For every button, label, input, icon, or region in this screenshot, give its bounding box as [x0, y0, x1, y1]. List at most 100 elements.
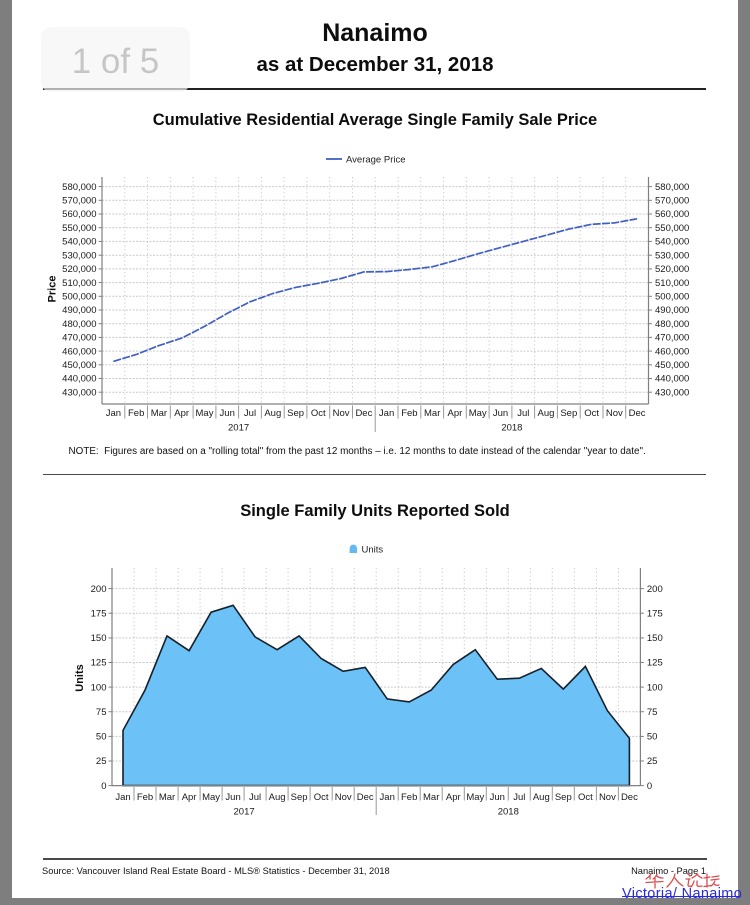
svg-text:May: May [202, 792, 220, 803]
svg-text:Oct: Oct [584, 408, 599, 419]
svg-text:Sep: Sep [555, 792, 572, 803]
svg-text:450,000: 450,000 [655, 360, 689, 371]
svg-text:480,000: 480,000 [655, 319, 689, 330]
svg-text:175: 175 [91, 608, 107, 619]
svg-text:Dec: Dec [629, 408, 646, 419]
svg-text:540,000: 540,000 [62, 237, 96, 248]
svg-text:Feb: Feb [128, 408, 144, 419]
svg-text:Jul: Jul [513, 792, 525, 803]
svg-text:25: 25 [96, 756, 107, 767]
svg-text:Oct: Oct [314, 792, 329, 803]
svg-text:460,000: 460,000 [62, 346, 96, 357]
svg-text:440,000: 440,000 [655, 374, 689, 385]
svg-text:440,000: 440,000 [62, 374, 96, 385]
svg-text:Oct: Oct [311, 408, 326, 419]
svg-text:580,000: 580,000 [62, 182, 96, 193]
svg-text:Dec: Dec [355, 408, 372, 419]
svg-text:Units: Units [74, 664, 86, 692]
svg-text:0: 0 [647, 781, 652, 792]
svg-text:Nov: Nov [606, 408, 623, 419]
svg-text:430,000: 430,000 [62, 387, 96, 398]
svg-text:Jun: Jun [225, 792, 240, 803]
svg-text:200: 200 [647, 584, 663, 595]
svg-text:Jun: Jun [490, 792, 505, 803]
svg-text:200: 200 [91, 584, 107, 595]
svg-text:540,000: 540,000 [655, 237, 689, 248]
svg-text:50: 50 [96, 732, 107, 743]
svg-text:Feb: Feb [401, 408, 417, 419]
svg-text:Price: Price [47, 276, 59, 303]
svg-text:560,000: 560,000 [655, 209, 689, 220]
svg-text:50: 50 [647, 732, 658, 743]
svg-text:Jun: Jun [220, 408, 235, 419]
svg-text:Dec: Dec [357, 792, 374, 803]
svg-text:May: May [196, 408, 214, 419]
svg-text:560,000: 560,000 [62, 209, 96, 220]
svg-text:570,000: 570,000 [62, 196, 96, 207]
svg-text:75: 75 [96, 707, 107, 718]
svg-text:Jul: Jul [244, 408, 256, 419]
svg-text:Sep: Sep [291, 792, 308, 803]
svg-text:520,000: 520,000 [655, 264, 689, 275]
svg-text:430,000: 430,000 [655, 387, 689, 398]
svg-text:Sep: Sep [560, 408, 577, 419]
svg-text:100: 100 [91, 682, 107, 693]
svg-text:Nov: Nov [333, 408, 350, 419]
svg-text:Jan: Jan [380, 792, 395, 803]
svg-text:150: 150 [91, 633, 107, 644]
svg-text:150: 150 [647, 633, 663, 644]
svg-text:25: 25 [647, 756, 658, 767]
svg-text:570,000: 570,000 [655, 196, 689, 207]
svg-text:0: 0 [101, 781, 106, 792]
svg-text:450,000: 450,000 [62, 360, 96, 371]
svg-text:Aug: Aug [264, 408, 281, 419]
svg-text:470,000: 470,000 [62, 333, 96, 344]
svg-text:550,000: 550,000 [62, 223, 96, 234]
svg-text:Units: Units [362, 545, 384, 556]
svg-text:550,000: 550,000 [655, 223, 689, 234]
svg-text:530,000: 530,000 [62, 250, 96, 261]
svg-text:Average Price: Average Price [346, 155, 406, 166]
svg-text:490,000: 490,000 [62, 305, 96, 316]
svg-text:580,000: 580,000 [655, 182, 689, 193]
svg-text:Feb: Feb [137, 792, 153, 803]
svg-text:470,000: 470,000 [655, 333, 689, 344]
svg-text:Jul: Jul [517, 408, 529, 419]
svg-text:175: 175 [647, 608, 663, 619]
svg-text:75: 75 [647, 707, 658, 718]
svg-text:Nov: Nov [599, 792, 616, 803]
svg-text:Aug: Aug [533, 792, 550, 803]
svg-text:Aug: Aug [538, 408, 555, 419]
svg-text:500,000: 500,000 [62, 292, 96, 303]
svg-text:Jan: Jan [115, 792, 130, 803]
svg-text:2017: 2017 [234, 807, 255, 818]
svg-text:Jul: Jul [249, 792, 261, 803]
svg-text:Mar: Mar [423, 792, 439, 803]
svg-text:Jun: Jun [493, 408, 508, 419]
svg-text:100: 100 [647, 682, 663, 693]
svg-text:May: May [466, 792, 484, 803]
svg-text:Mar: Mar [424, 408, 440, 419]
svg-text:Nov: Nov [335, 792, 352, 803]
svg-text:Mar: Mar [151, 408, 167, 419]
svg-text:500,000: 500,000 [655, 292, 689, 303]
svg-text:490,000: 490,000 [655, 305, 689, 316]
svg-text:510,000: 510,000 [62, 278, 96, 289]
svg-text:Feb: Feb [401, 792, 417, 803]
svg-text:Aug: Aug [269, 792, 286, 803]
svg-text:125: 125 [91, 658, 107, 669]
svg-text:530,000: 530,000 [655, 250, 689, 261]
svg-text:Apr: Apr [174, 408, 189, 419]
svg-text:Dec: Dec [621, 792, 638, 803]
svg-text:Apr: Apr [182, 792, 197, 803]
svg-text:2018: 2018 [498, 807, 519, 818]
svg-text:Mar: Mar [159, 792, 175, 803]
svg-text:May: May [469, 408, 487, 419]
svg-text:Sep: Sep [287, 408, 304, 419]
svg-text:Apr: Apr [446, 792, 461, 803]
svg-text:520,000: 520,000 [62, 264, 96, 275]
svg-text:510,000: 510,000 [655, 278, 689, 289]
svg-text:2017: 2017 [228, 423, 249, 434]
svg-text:480,000: 480,000 [62, 319, 96, 330]
svg-text:Oct: Oct [578, 792, 593, 803]
